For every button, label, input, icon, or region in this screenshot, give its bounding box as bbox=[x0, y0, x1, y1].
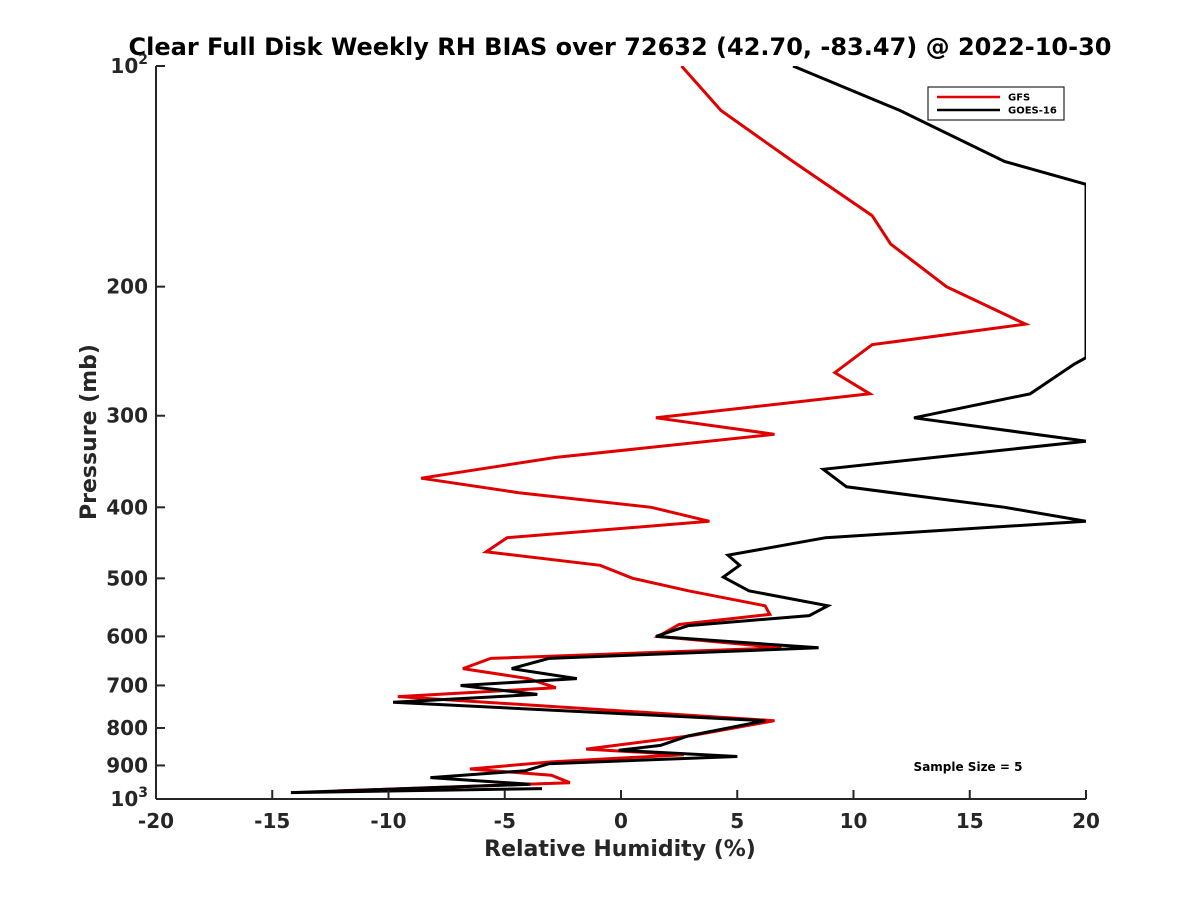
series-line-gfs bbox=[337, 66, 1031, 793]
y-tick-label: 200 bbox=[106, 275, 148, 299]
x-tick-label: 5 bbox=[730, 809, 744, 833]
y-tick-label: 102 bbox=[110, 52, 148, 78]
y-tick-label: 800 bbox=[106, 716, 148, 740]
x-tick-label: -10 bbox=[370, 809, 406, 833]
y-tick-label: 500 bbox=[106, 566, 148, 590]
legend-label-goes-16: GOES-16 bbox=[1008, 106, 1057, 117]
y-tick-label: 700 bbox=[106, 673, 148, 697]
y-tick-label: 400 bbox=[106, 495, 148, 519]
x-tick-label: 15 bbox=[956, 809, 984, 833]
y-tick-label: 900 bbox=[106, 753, 148, 777]
x-tick-label: -20 bbox=[138, 809, 174, 833]
y-tick-label: 103 bbox=[110, 785, 148, 811]
x-tick-label: 10 bbox=[840, 809, 868, 833]
legend-box bbox=[927, 86, 1065, 121]
y-axis-label: Pressure (mb) bbox=[77, 344, 102, 520]
legend-label-gfs: GFS bbox=[1008, 93, 1030, 104]
x-tick-label: 20 bbox=[1072, 809, 1100, 833]
x-tick-label: -15 bbox=[254, 809, 290, 833]
series-line-goes-16 bbox=[290, 66, 1086, 795]
x-tick-label: -5 bbox=[494, 809, 516, 833]
x-axis-label: Relative Humidity (%) bbox=[484, 837, 756, 862]
plot-area: -20 -15 -10 -5 0 5 10 15 20 102 200 300 400 500 600 700… bbox=[106, 52, 1100, 833]
sample-size-annotation: Sample Size = 5 bbox=[914, 760, 1023, 774]
legend: GFS GOES-16 bbox=[927, 86, 1065, 121]
x-tick-label: 0 bbox=[614, 809, 628, 833]
y-tick-label: 600 bbox=[106, 624, 148, 648]
y-tick-label: 300 bbox=[106, 404, 148, 428]
chart-title: Clear Full Disk Weekly RH BIAS over 7263… bbox=[129, 33, 1112, 61]
